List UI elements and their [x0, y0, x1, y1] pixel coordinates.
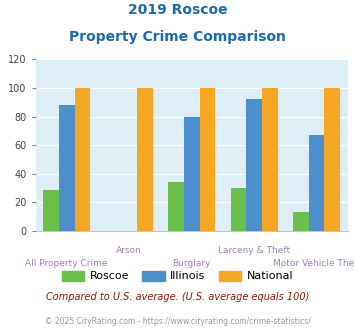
- Bar: [324, 88, 340, 231]
- Bar: [59, 105, 75, 231]
- Legend: Roscoe, Illinois, National: Roscoe, Illinois, National: [57, 266, 298, 286]
- Text: Burglary: Burglary: [173, 259, 211, 268]
- Bar: [262, 88, 278, 231]
- Bar: [168, 182, 184, 231]
- Text: 2019 Roscoe: 2019 Roscoe: [128, 3, 227, 17]
- Text: © 2025 CityRating.com - https://www.cityrating.com/crime-statistics/: © 2025 CityRating.com - https://www.city…: [45, 317, 310, 326]
- Text: Compared to U.S. average. (U.S. average equals 100): Compared to U.S. average. (U.S. average …: [46, 292, 309, 302]
- Bar: [137, 88, 153, 231]
- Bar: [43, 189, 59, 231]
- Text: Property Crime Comparison: Property Crime Comparison: [69, 30, 286, 44]
- Bar: [184, 116, 200, 231]
- Bar: [231, 188, 246, 231]
- Bar: [293, 213, 309, 231]
- Text: All Property Crime: All Property Crime: [26, 259, 108, 268]
- Text: Arson: Arson: [116, 246, 142, 255]
- Bar: [200, 88, 215, 231]
- Bar: [75, 88, 90, 231]
- Text: Motor Vehicle Theft: Motor Vehicle Theft: [273, 259, 355, 268]
- Text: Larceny & Theft: Larceny & Theft: [218, 246, 290, 255]
- Bar: [246, 99, 262, 231]
- Bar: [309, 135, 324, 231]
